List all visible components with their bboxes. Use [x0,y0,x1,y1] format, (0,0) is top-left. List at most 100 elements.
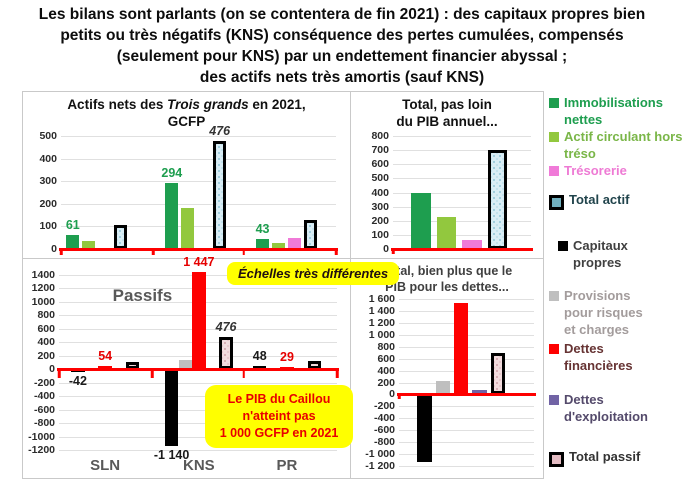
bar-actif-circulant-hors-treso-pr [272,242,285,249]
bar-dettes-exploitation-total [472,389,487,395]
y-axis-tick-label: 0 [51,243,57,255]
bar-total-passif-pr [307,361,321,370]
title-part-italic: Trois grands [167,97,249,112]
gridline [59,436,337,438]
main-title-line: (seulement pour KNS) par un endettement … [116,48,568,65]
bar-dettes-financieres-total [453,303,469,395]
y-axis-tick-label: -800 [373,436,395,449]
bar-value-label: 29 [280,350,294,365]
y-axis-tick-label: 200 [377,376,395,389]
legend-item-label: Trésorerie [564,163,627,178]
y-axis-tick-label: 1 000 [368,328,395,341]
title-part: en 2021, [248,97,306,112]
y-axis-tick-label: -1000 [28,430,55,443]
y-axis-tick-label: 0 [49,363,55,376]
y-axis-tick-label: 0 [389,388,395,401]
chart-title-total-actif: Total, pas loin du PIB annuel... [353,96,541,130]
y-axis-tick-label: -1 200 [365,460,395,472]
gridline [61,136,336,137]
bar-actif-circulant-hors-treso-total [436,216,457,249]
legend-item: Trésorerie [549,162,683,179]
legend-item: Provisions pour risques et charges [549,287,683,338]
gridline [61,181,336,183]
y-axis-tick-label: 1400 [31,269,55,281]
y-axis-tick-label: -800 [33,417,55,430]
category-label-sln: SLN [90,457,121,474]
y-axis-tick-label: -600 [33,403,55,416]
bar-total-passif-total [490,353,505,395]
gridline [399,430,534,432]
gridline [393,150,531,152]
bar-total-passif-kns [219,337,233,370]
y-axis-tick-label: -200 [373,400,395,413]
legend-item: Capitaux propres [558,237,683,271]
y-axis-tick-label: 800 [377,340,395,353]
gridline [399,299,534,300]
legend-item: Immobilisations nettes [549,94,683,128]
bar-immobilisations-nettes-kns [165,182,179,249]
title-part: Total, pas loin [402,97,492,112]
gridline [393,178,531,180]
legend-swatch-icon [549,291,559,301]
annotation-pib-line: 1 000 GCFP en 2021 [219,426,339,440]
gridline [399,418,534,420]
bar-value-label: 54 [98,348,113,363]
x-axis-tick [59,250,63,255]
gridline [61,203,336,205]
chart-total-actif: 0 100 200 300 400 500 600 700 800 [371,130,533,255]
y-axis-tick-label: 400 [371,186,389,199]
main-title: Les bilans sont parlants (on se contente… [6,4,678,88]
y-axis-tick-label: 200 [39,197,57,210]
bar-value-label: -42 [68,374,87,389]
annotation-echelles: Échelles très différentes [227,262,400,285]
y-axis-tick-label: 100 [371,228,389,241]
gridline [59,409,337,411]
bar-value-label: 61 [65,218,80,233]
gridline [399,454,534,456]
x-axis-tick [242,370,246,379]
bar-value-label: 476 [215,320,237,335]
bar-capitaux-propres-total [417,394,432,463]
title-part: PIB pour les dettes... [385,280,509,294]
main-title-line: des actifs nets très amortis (sauf KNS) [199,69,485,86]
bar-capitaux-propres-kns [164,369,179,446]
legend-item: Total passif [549,448,683,467]
y-axis-tick-label: 1 400 [368,304,395,317]
legend-swatch-icon [549,166,559,176]
gridline [393,234,531,236]
panel-actifs-nets: Actifs nets des Trois grands en 2021, GC… [22,91,351,259]
chart-title-actifs-nets: Actifs nets des Trois grands en 2021, GC… [25,96,348,130]
bar-total-actif-total [487,150,508,249]
gridline [393,136,531,137]
bar-capitaux-propres-pr [253,366,267,370]
x-axis-tick [334,250,338,255]
y-axis-tick-label: 500 [371,172,389,185]
gridline [399,406,534,408]
y-axis-tick-label: 400 [377,364,395,377]
legend-swatch-icon [549,132,559,142]
x-axis-line [391,248,533,251]
legend-item: Actif circulant hors tréso [549,128,683,162]
x-axis-tick [242,250,246,255]
y-axis-tick-label: 1 200 [368,316,395,329]
y-axis-tick-label: 200 [37,349,55,362]
main-title-line: petits ou très négatifs (KNS) conséquenc… [60,27,624,44]
title-part: Actifs nets des [67,97,168,112]
y-axis-tick-label: -400 [373,412,395,425]
main-title-line: Les bilans sont parlants (on se contente… [38,6,646,23]
bar-total-passif-sln [125,361,140,370]
legend-swatch-icon [549,98,559,108]
y-axis-tick-label: 700 [371,144,389,157]
category-label-pr: PR [276,457,298,474]
gridline [393,206,531,208]
legend-item: Dettes financières [549,340,683,374]
y-axis-tick-label: 500 [39,130,57,142]
category-label-kns: KNS [182,457,215,474]
legend-item-label: Total actif [569,192,630,207]
gridline [399,466,534,467]
y-axis-tick-label: 600 [371,158,389,171]
x-axis-tick [151,250,155,255]
y-axis-tick-label: 300 [39,175,57,188]
x-axis-tick [391,250,395,254]
